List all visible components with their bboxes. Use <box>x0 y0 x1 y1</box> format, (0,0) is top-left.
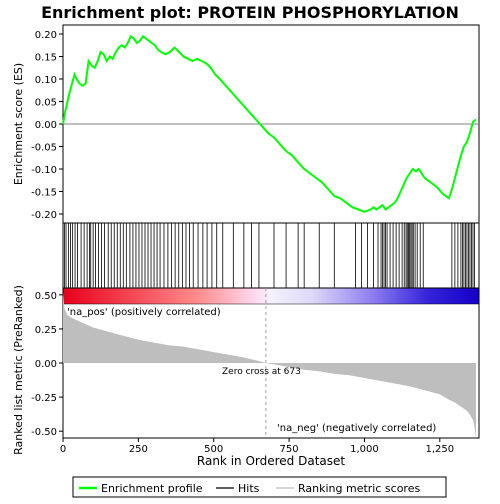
x-tick-label: 750 <box>280 444 299 455</box>
metric-ytick-label: -0.50 <box>31 427 57 438</box>
chart-title: Enrichment plot: PROTEIN PHOSPHORYLATION <box>41 3 459 22</box>
pos-correlated-label: 'na_pos' (positively correlated) <box>67 307 221 318</box>
metric-ylabel: Ranked list metric (PreRanked) <box>12 285 25 455</box>
legend-enrichment-label: Enrichment profile <box>101 482 203 495</box>
x-tick-label: 1,250 <box>425 444 454 455</box>
metric-ytick-label: 0.00 <box>35 359 57 370</box>
x-axis-label: Rank in Ordered Dataset <box>197 454 345 468</box>
ranking-metric-area <box>63 292 476 438</box>
zero-cross-label: Zero cross at 673 <box>222 367 301 377</box>
es-ytick-label: -0.10 <box>31 165 57 176</box>
es-ytick-label: 0.20 <box>35 30 57 41</box>
x-tick-label: 500 <box>204 444 223 455</box>
es-ytick-label: -0.20 <box>31 210 57 221</box>
es-ylabel: Enrichment score (ES) <box>12 63 25 185</box>
rank-color-bar <box>62 287 480 305</box>
x-axis: 0 250 500 750 1,000 1,250 <box>60 438 454 455</box>
metric-ytick-label: 0.50 <box>35 291 57 302</box>
es-yaxis: -0.20 -0.15 -0.10 -0.05 0.00 0.05 0.10 0.15 0.20 <box>31 30 63 221</box>
x-tick-label: 1,000 <box>350 444 379 455</box>
metric-panel: -0.50 -0.25 0.00 0.25 0.50 'na_pos' (positiv… <box>12 285 480 455</box>
legend-frame <box>72 476 447 498</box>
hits-panel-frame <box>62 222 480 289</box>
enrichment-profile-line <box>62 34 477 213</box>
legend-metric-label: Ranking metric scores <box>298 482 420 495</box>
x-tick-label: 0 <box>60 444 66 455</box>
es-ytick-label: 0.10 <box>35 75 57 86</box>
hits-panel <box>62 222 480 305</box>
metric-ytick-label: -0.25 <box>31 393 57 404</box>
neg-correlated-label: 'na_neg' (negatively correlated) <box>277 423 436 434</box>
es-ytick-label: -0.15 <box>31 188 57 199</box>
legend: Enrichment profile Hits Ranking metric s… <box>72 476 447 498</box>
hit-marks <box>64 223 475 288</box>
es-ytick-label: 0.05 <box>35 98 57 109</box>
es-ytick-label: -0.05 <box>31 143 57 154</box>
es-ytick-label: 0.00 <box>35 120 57 131</box>
metric-ytick-label: 0.25 <box>35 325 57 336</box>
metric-yaxis: -0.50 -0.25 0.00 0.25 0.50 <box>31 291 63 438</box>
es-ytick-label: 0.15 <box>35 53 57 64</box>
es-panel: -0.20 -0.15 -0.10 -0.05 0.00 0.05 0.10 0.15 0.20… <box>12 24 480 224</box>
legend-hits-label: Hits <box>238 482 260 495</box>
x-tick-label: 250 <box>129 444 148 455</box>
